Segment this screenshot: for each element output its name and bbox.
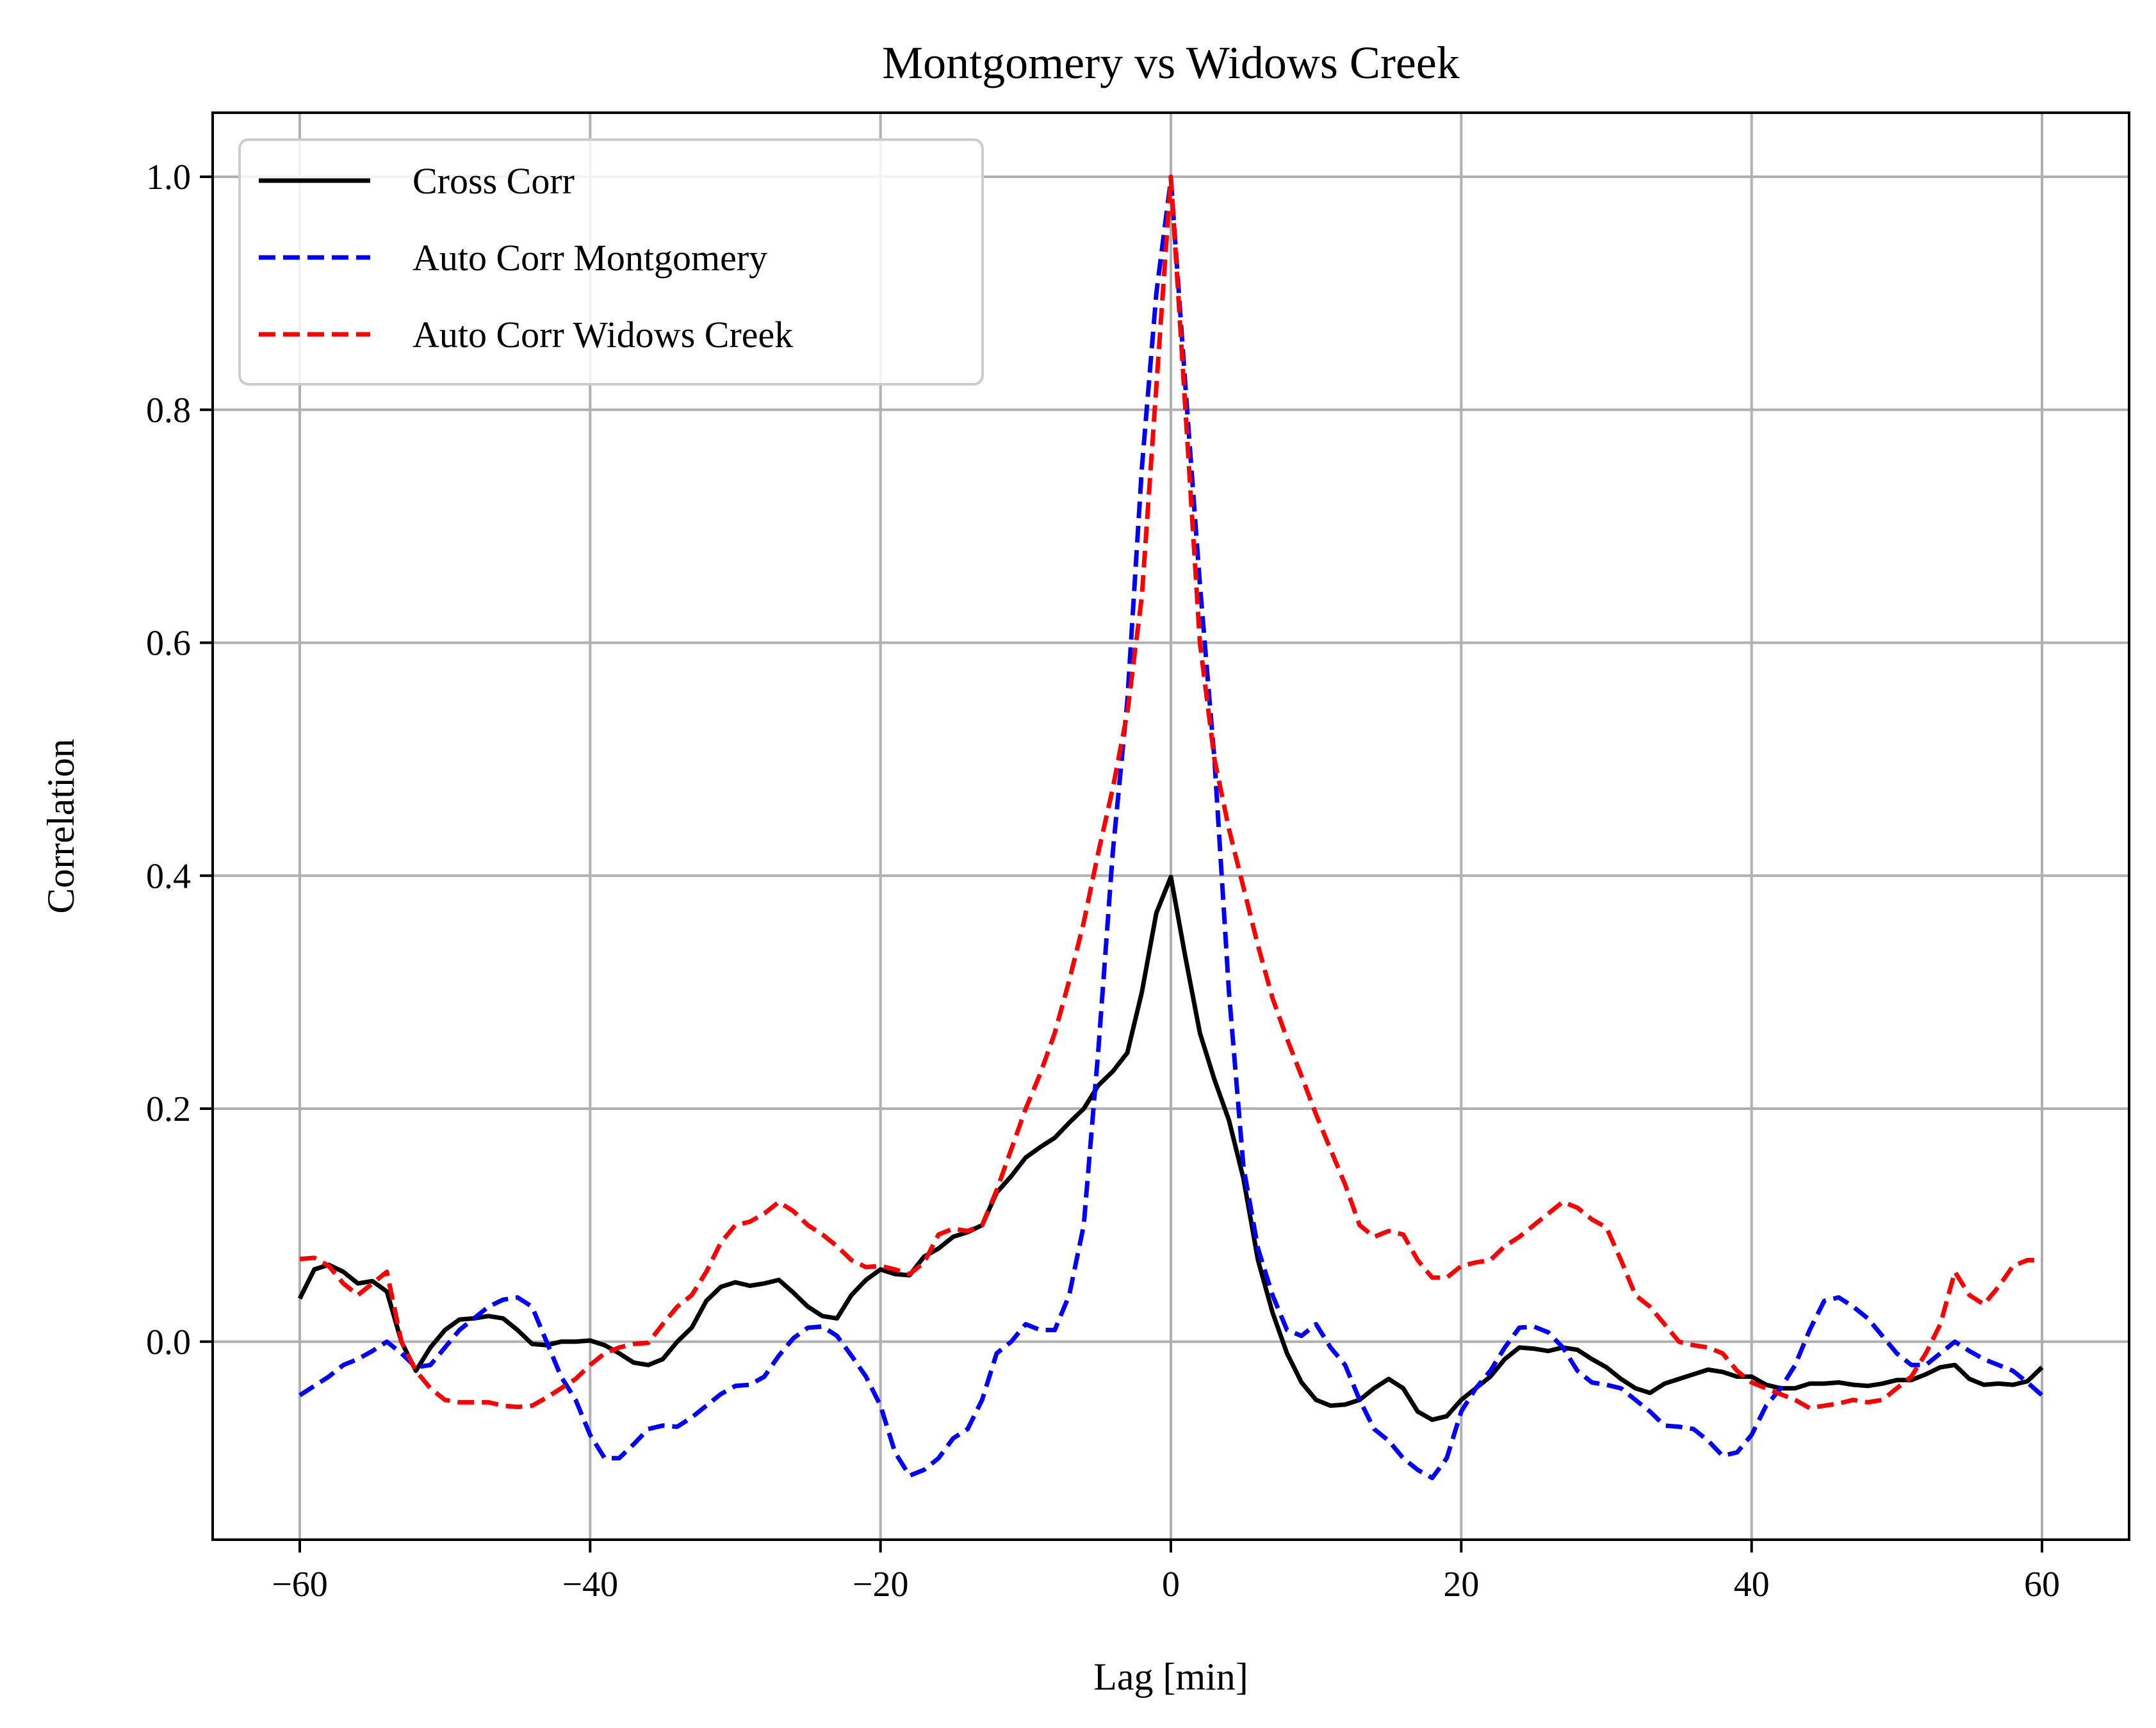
x-tick-label: 20 <box>1443 1565 1479 1604</box>
y-tick-label: 0.8 <box>146 391 191 430</box>
y-axis-label: Correlation <box>40 738 82 913</box>
y-tick-label: 1.0 <box>146 158 191 197</box>
legend-label-auto-corr-widows-creek: Auto Corr Widows Creek <box>412 314 793 355</box>
x-tick-label: −20 <box>853 1565 909 1604</box>
x-tick-label: 0 <box>1162 1565 1180 1604</box>
series-auto-corr-widows-creek-line <box>299 174 2042 1410</box>
x-tick-label: −40 <box>562 1565 619 1604</box>
series-auto-corr-montgomery-line <box>298 177 2044 1481</box>
y-tick-label: 0.2 <box>146 1089 191 1129</box>
legend-label-auto-corr-montgomery: Auto Corr Montgomery <box>412 237 767 279</box>
legend: Cross Corr Auto Corr Montgomery Auto Corr … <box>238 138 984 386</box>
chart-title: Montgomery vs Widows Creek <box>882 37 1460 88</box>
x-axis-label: Lag [min] <box>1093 1656 1248 1698</box>
x-tick-label: 40 <box>1734 1565 1770 1604</box>
legend-label-cross-corr: Cross Corr <box>412 160 575 202</box>
legend-box <box>238 138 984 386</box>
series-layer <box>297 174 2044 1481</box>
x-tick-label: −60 <box>272 1565 328 1604</box>
y-tick-label: 0.0 <box>146 1323 191 1362</box>
x-tick-label: 60 <box>2024 1565 2060 1604</box>
y-tick-label: 0.4 <box>146 856 191 896</box>
series-cross-corr-line <box>297 874 2044 1422</box>
x-axis: −60 −40 −20 0 20 40 60 <box>272 1540 2060 1604</box>
y-axis: 0.0 0.2 0.4 0.6 0.8 1.0 <box>146 158 213 1362</box>
y-tick-label: 0.6 <box>146 624 191 664</box>
